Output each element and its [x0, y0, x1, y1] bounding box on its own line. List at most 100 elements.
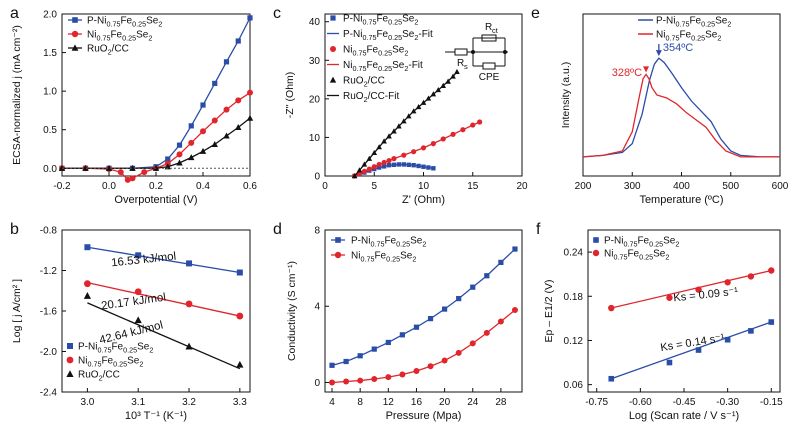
marker-circle — [511, 307, 518, 314]
marker-square — [512, 246, 518, 252]
y-tick-label: -2.0 — [40, 347, 58, 358]
label-subscript: 2 — [727, 20, 731, 29]
label-text: P-Ni — [656, 16, 675, 27]
x-tick-label: 4 — [329, 397, 335, 408]
y-tick-label: 0.12 — [564, 336, 584, 347]
marker-circle — [399, 371, 406, 378]
label-subscript: 2 — [404, 49, 408, 58]
label-subscript: 2 — [665, 253, 669, 262]
y-tick-label: 0.06 — [564, 380, 584, 391]
y-axis-label: Conductivity (S cm⁻¹) — [286, 261, 298, 361]
x-tick-label: 5 — [371, 181, 377, 192]
label-subscript: 2 — [149, 346, 153, 355]
label-text: Fe — [376, 14, 388, 25]
label-subscript: 0.25 — [132, 20, 146, 29]
label-text: Se — [705, 30, 718, 41]
circuit-node — [471, 50, 475, 54]
y-tick-label: 1.0 — [43, 87, 57, 98]
label-subscript: 2 — [717, 34, 721, 43]
marker-circle — [497, 318, 504, 325]
label-subscript: 0.75 — [87, 360, 101, 369]
circuit-label-rs-sub: s — [464, 62, 468, 71]
x-tick-label: 3.2 — [182, 397, 196, 408]
x-tick-label: 20 — [516, 181, 528, 192]
peak-arrowhead — [643, 66, 650, 73]
legend-label: RuO2​/CC — [343, 76, 385, 89]
label-subscript: 0.75 — [360, 255, 374, 264]
x-tick-label: -0.60 — [629, 397, 652, 408]
y-tick-label: 1.5 — [43, 48, 57, 59]
label-text: Fe — [384, 236, 396, 247]
label-text: RuO — [343, 91, 364, 102]
marker-square — [329, 362, 335, 368]
label-subscript: 2 — [364, 80, 368, 89]
y-tick-label: -1.6 — [40, 307, 58, 318]
label-subscript: 0.75 — [96, 34, 110, 43]
x-tick-label: 0.4 — [196, 181, 210, 192]
series-line — [62, 92, 251, 181]
x-tick-label: 600 — [772, 181, 789, 192]
marker-triangle — [83, 292, 92, 299]
label-text: /CC — [112, 44, 129, 55]
marker-triangle — [105, 164, 113, 171]
marker-square — [442, 306, 448, 312]
marker-circle — [357, 377, 364, 384]
label-text: RuO — [78, 370, 99, 381]
label-text: Fe — [110, 30, 122, 41]
legend-label: RuO2​/CC-Fit — [343, 91, 399, 104]
label-text: Se — [136, 30, 149, 41]
activation-energy-label: 16.53 kJ/mol — [111, 251, 177, 270]
label-subscript: 0.75 — [675, 20, 689, 29]
label-subscript: 0.75 — [665, 34, 679, 43]
fit-line — [87, 282, 240, 317]
chart-panel-b: b 3.0 3.1 3.2 3.3 -2.4 -2.0 -1.6 -1.2 -0.8 10³ T⁻¹… — [10, 221, 251, 422]
label-subscript: 0.25 — [113, 360, 127, 369]
y-tick-label: -2.4 — [40, 388, 58, 399]
panel-label: f — [536, 221, 541, 238]
marker-square — [498, 259, 504, 265]
series-line — [331, 248, 516, 366]
marker-triangle — [329, 76, 337, 83]
x-tick-label: 3.0 — [80, 397, 94, 408]
marker-triangle — [185, 342, 193, 350]
marker-triangle — [199, 147, 207, 154]
marker-circle — [141, 169, 148, 176]
label-text: RuO — [343, 76, 364, 87]
marker-triangle — [235, 124, 242, 130]
x-tick-label: -0.45 — [673, 397, 696, 408]
x-tick-label: 10 — [418, 181, 430, 192]
marker-circle — [334, 251, 342, 259]
marker-circle — [666, 294, 673, 301]
label-text: Ni — [343, 45, 352, 56]
marker-square — [427, 316, 434, 322]
marker-triangle — [236, 360, 244, 368]
marker-circle — [134, 288, 142, 296]
x-tick-label: 20 — [439, 397, 451, 408]
marker-square — [593, 237, 599, 243]
label-text: P-Ni — [78, 342, 97, 353]
x-axis-label: Pressure (Mpa) — [386, 410, 462, 422]
y-tick-label: 20 — [309, 94, 321, 105]
fit-line — [87, 246, 240, 274]
label-subscript: 2 — [148, 34, 152, 43]
legend-label: Ni0.75​Fe0.25​Se2​ — [656, 30, 721, 43]
circuit-label-rs: R — [457, 58, 464, 69]
x-tick-label: -0.2 — [53, 181, 71, 192]
label-text: P-Ni — [351, 236, 370, 247]
label-subscript: 0.25 — [691, 34, 705, 43]
label-text: /CC-Fit — [368, 91, 400, 102]
x-tick-label: -0.30 — [716, 397, 739, 408]
label-text: P-Ni — [604, 236, 623, 247]
marker-square — [371, 346, 377, 352]
marker-triangle — [82, 164, 89, 171]
marker-circle — [455, 349, 462, 356]
label-text: Se — [392, 60, 405, 71]
marker-circle — [441, 357, 448, 364]
circuit-label-rct: R — [485, 22, 492, 33]
y-tick-label: 4 — [314, 302, 320, 313]
series-line — [62, 117, 251, 169]
chart-panel-a: a -0.2 0.0 0.2 0.4 0.6 0.0 0.5 1.0 1.5 2.0 Overpote… — [10, 5, 257, 206]
label-subscript: 2 — [412, 255, 416, 264]
label-subscript: 0.75 — [370, 240, 384, 249]
